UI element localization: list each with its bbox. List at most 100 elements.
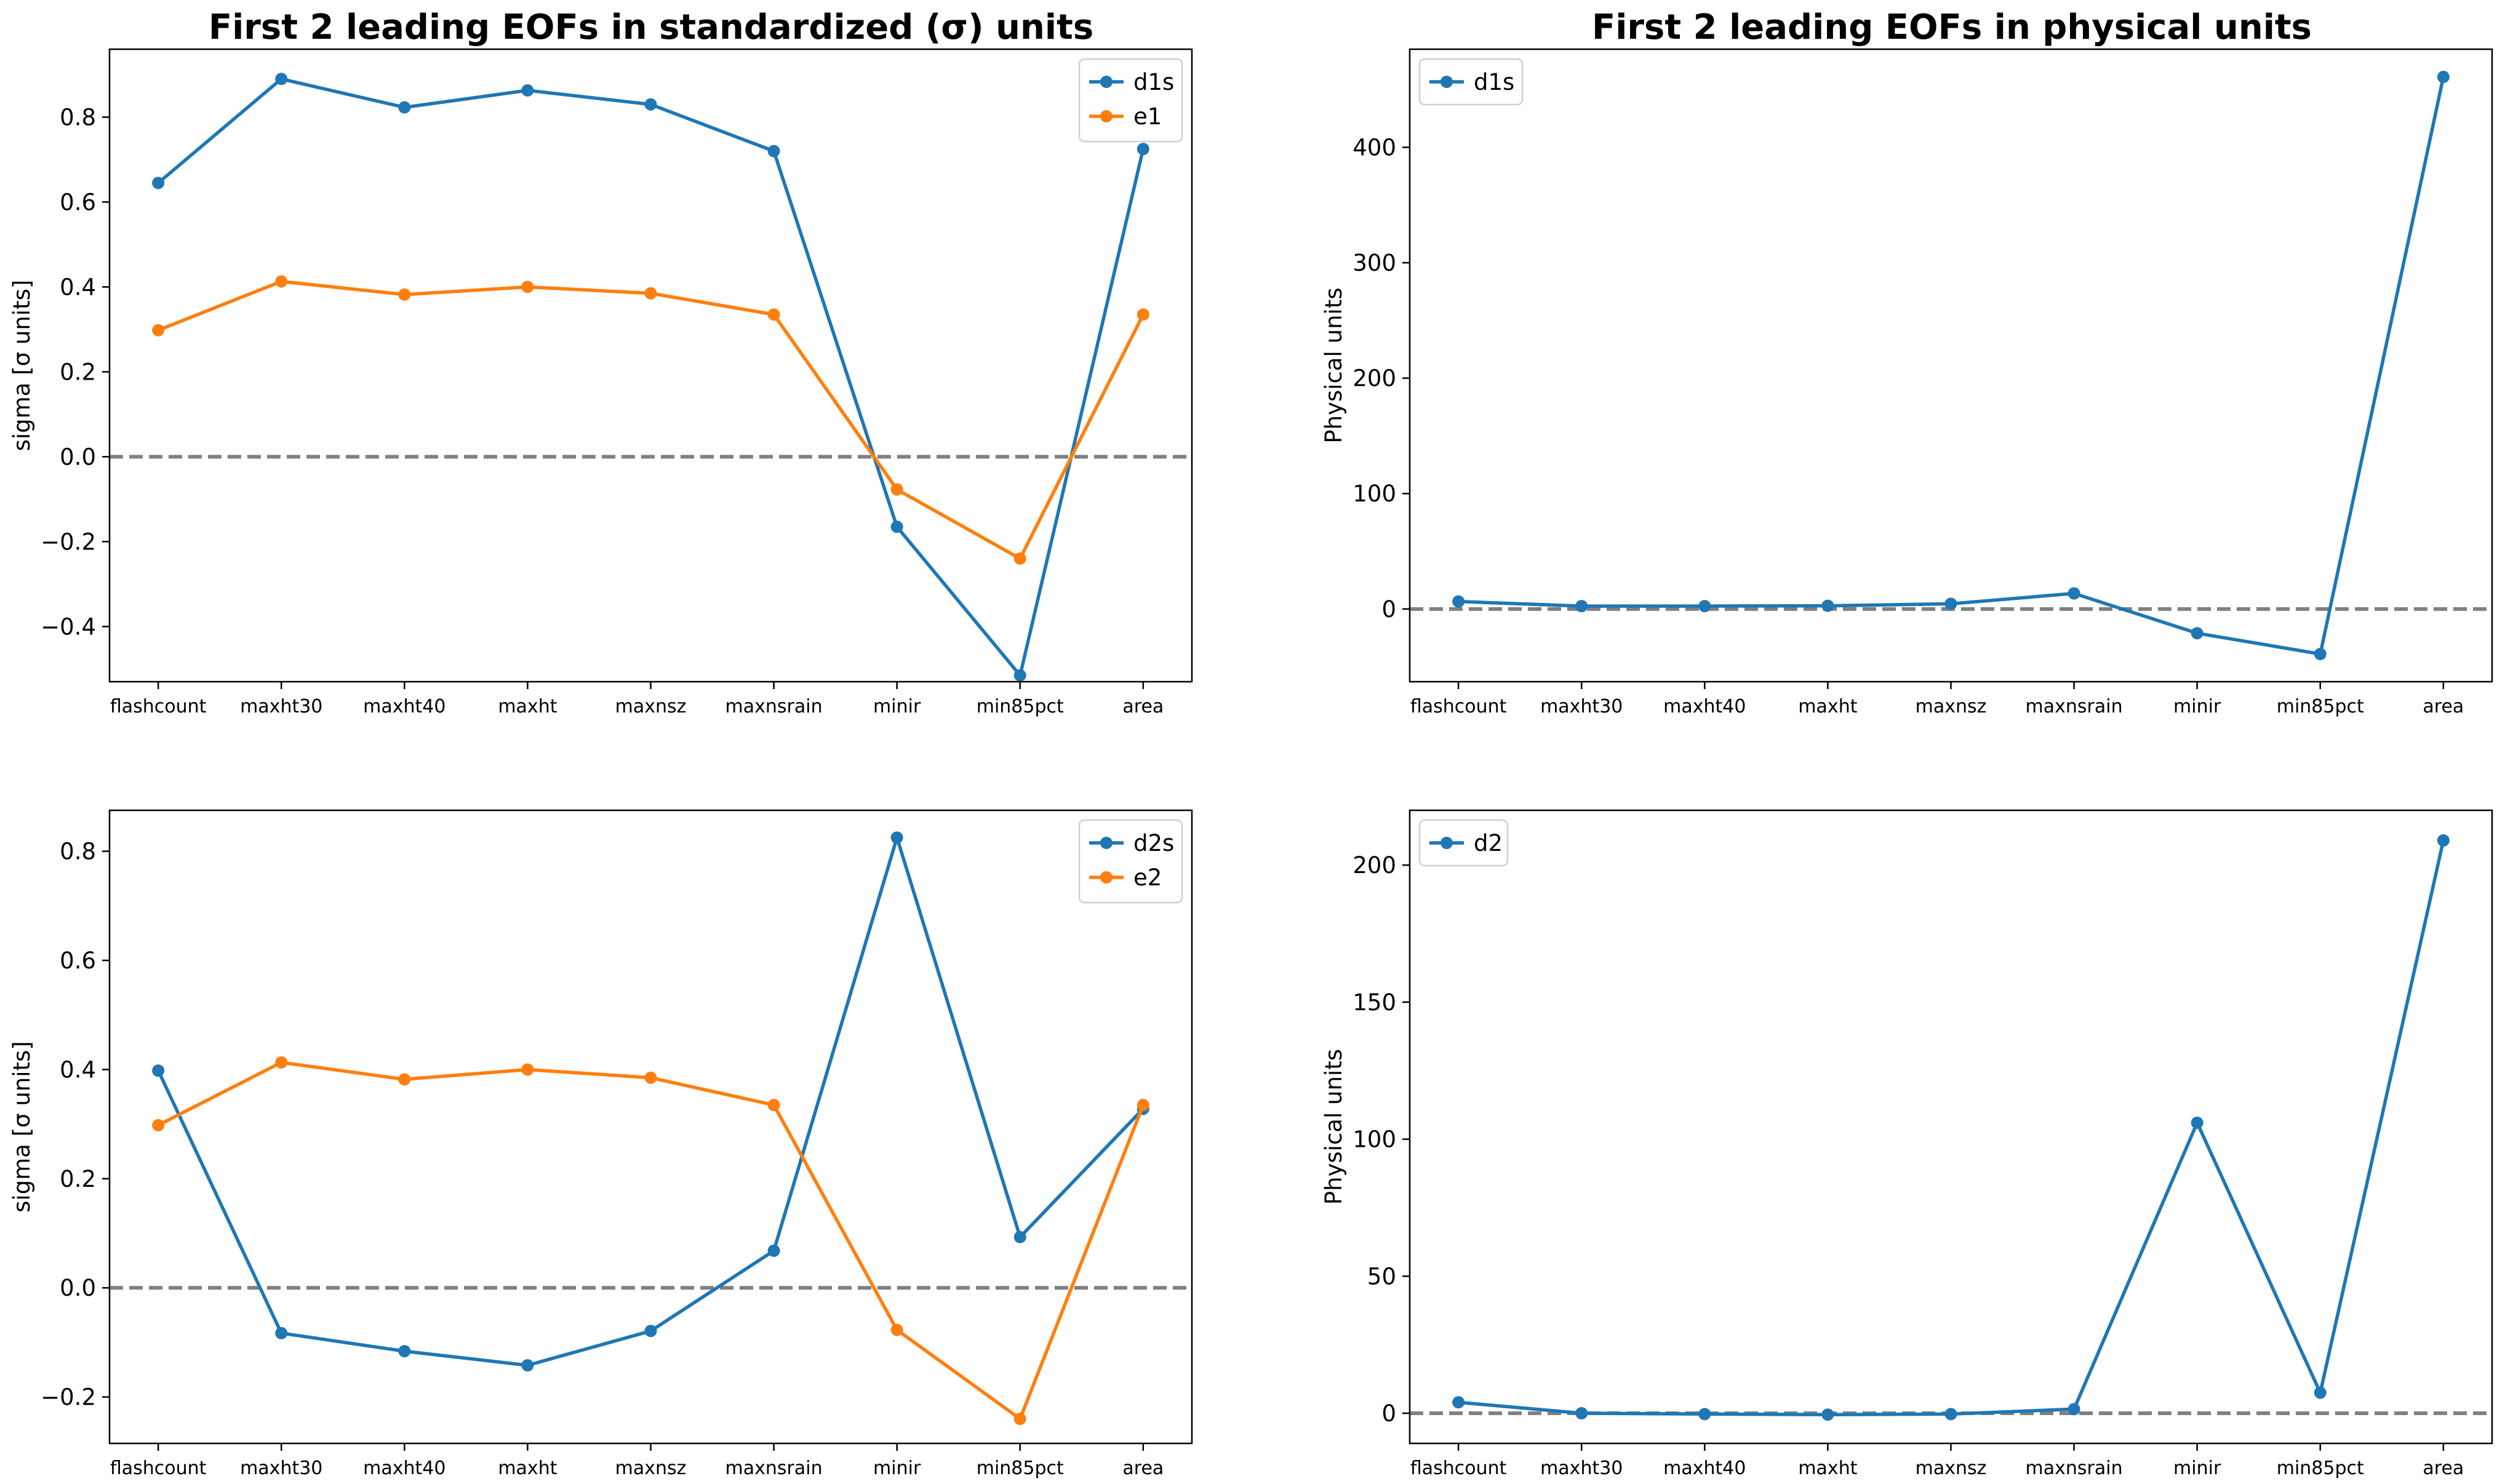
data-point-d2 <box>2314 1386 2327 1399</box>
data-point-d2s <box>890 831 903 844</box>
data-point-d2 <box>2068 1403 2080 1416</box>
data-point-e2 <box>521 1063 534 1076</box>
data-point-e1 <box>152 324 165 337</box>
data-point-d1s <box>521 84 534 97</box>
data-point-e1 <box>1137 308 1149 321</box>
y-tick-label: 0.4 <box>60 1056 96 1083</box>
data-point-d2 <box>2437 834 2450 847</box>
y-tick-label: 100 <box>1352 481 1396 507</box>
data-point-d1s <box>1575 600 1588 613</box>
y-tick-label: −0.4 <box>41 613 96 640</box>
y-tick-label: 0 <box>1381 596 1396 623</box>
panel-standardized-eof1: −0.4 −0.2 0.0 0.2 0.4 0.6 0.8 flashcount maxht30… <box>9 48 1193 717</box>
panel-physical-eof1: 0 100 200 300 400 flashcount maxht30 maxht40 max… <box>1320 48 2493 717</box>
legend-label-d2: d2 <box>1474 830 1503 856</box>
x-tick-label: min85pct <box>2277 696 2364 717</box>
x-tick-label: flashcount <box>110 1458 207 1479</box>
legend-marker-e2 <box>1100 871 1113 884</box>
data-point-e2 <box>767 1099 780 1112</box>
x-tick-label: maxnsrain <box>2026 696 2123 717</box>
x-tick-label: maxht <box>1798 1458 1857 1479</box>
data-point-d1s <box>2191 627 2203 640</box>
x-tick-label: area <box>1122 696 1164 717</box>
x-tick-label: min85pct <box>977 696 1064 717</box>
data-point-d1s <box>767 145 780 158</box>
x-tick-label: maxht <box>498 696 557 717</box>
x-tick-label: maxht40 <box>1663 696 1746 717</box>
y-tick-label: 0.0 <box>60 444 96 470</box>
y-axis-label: sigma [σ units] <box>9 1041 35 1213</box>
data-point-d1s <box>2437 71 2450 84</box>
data-point-d2s <box>644 1325 657 1338</box>
x-tick-label: flashcount <box>1410 1458 1507 1479</box>
y-tick-label: −0.2 <box>41 529 96 555</box>
data-point-d2s <box>767 1244 780 1257</box>
data-point-d1s <box>152 177 165 189</box>
data-point-e1 <box>890 483 903 496</box>
panel-standardized-eof2: −0.2 0.0 0.2 0.4 0.6 0.8 flashcount maxht30 maxh… <box>9 809 1193 1479</box>
data-point-d1s <box>644 98 657 111</box>
data-point-e2 <box>644 1071 657 1084</box>
data-point-d2s <box>521 1359 534 1372</box>
legend-label-d1s: d1s <box>1474 69 1514 95</box>
data-point-d2 <box>1821 1408 1834 1421</box>
data-point-d1s <box>275 73 288 86</box>
data-point-d1s <box>2314 647 2327 660</box>
x-tick-label: minir <box>2173 1458 2221 1479</box>
x-tick-label: maxht40 <box>363 696 445 717</box>
x-tick-label: maxht40 <box>1663 1458 1746 1479</box>
x-tick-label: flashcount <box>110 696 207 717</box>
y-axis-label: sigma [σ units] <box>9 280 35 452</box>
x-tick-label: maxht40 <box>363 1458 445 1479</box>
data-point-d1s <box>1821 599 1834 612</box>
data-point-d2 <box>2191 1116 2203 1129</box>
legend-label-d1s: d1s <box>1133 69 1174 95</box>
y-tick-label: 200 <box>1352 852 1396 879</box>
data-point-e2 <box>1013 1413 1026 1426</box>
data-point-d1s <box>2068 587 2080 600</box>
data-point-d2 <box>1575 1407 1588 1419</box>
data-point-d2s <box>152 1064 165 1077</box>
data-point-d2s <box>398 1345 411 1358</box>
legend-label-e2: e2 <box>1133 864 1162 891</box>
data-point-e1 <box>398 288 411 301</box>
legend-box <box>1418 58 1524 106</box>
panel-2-title: First 2 leading EOFs in physical units <box>1592 7 2312 47</box>
x-tick-label: maxnsz <box>615 696 687 717</box>
data-point-d1s <box>1013 669 1026 682</box>
legend-marker-e1 <box>1100 110 1113 122</box>
data-point-e2 <box>275 1056 288 1069</box>
data-point-e1 <box>1013 552 1026 565</box>
y-tick-label: 0.2 <box>60 359 96 385</box>
x-tick-label: maxht <box>1798 696 1857 717</box>
y-tick-label: 0.4 <box>60 274 96 300</box>
data-point-d2s <box>1013 1231 1026 1243</box>
data-point-e2 <box>398 1073 411 1086</box>
x-tick-label: area <box>2423 696 2464 717</box>
x-tick-label: maxnsrain <box>725 1458 823 1479</box>
y-axis-label: Physical units <box>1320 1049 1347 1205</box>
data-point-d2s <box>275 1326 288 1339</box>
data-point-d1s <box>890 521 903 533</box>
y-tick-label: 0.0 <box>60 1275 96 1301</box>
y-tick-label: 0.8 <box>60 104 96 130</box>
y-tick-label: 0 <box>1381 1400 1396 1427</box>
data-point-d2 <box>1944 1408 1957 1421</box>
x-tick-label: maxnsz <box>1916 696 1987 717</box>
data-point-e2 <box>1137 1099 1149 1112</box>
x-tick-label: maxht30 <box>240 1458 322 1479</box>
y-axis-label: Physical units <box>1320 287 1347 443</box>
panel-1-title: First 2 leading EOFs in standardized (σ)… <box>209 7 1093 47</box>
y-tick-label: 300 <box>1352 250 1396 276</box>
y-tick-label: 150 <box>1352 989 1396 1016</box>
legend-marker-d2 <box>1440 837 1453 849</box>
data-point-e1 <box>644 287 657 300</box>
data-point-e1 <box>275 275 288 288</box>
x-tick-label: maxht30 <box>1540 1458 1623 1479</box>
x-tick-label: maxht <box>498 1458 557 1479</box>
x-tick-label: area <box>2423 1458 2464 1479</box>
x-tick-label: maxnsz <box>1916 1458 1987 1479</box>
data-point-d1s <box>398 101 411 114</box>
legend-label-d2s: d2s <box>1133 830 1174 856</box>
